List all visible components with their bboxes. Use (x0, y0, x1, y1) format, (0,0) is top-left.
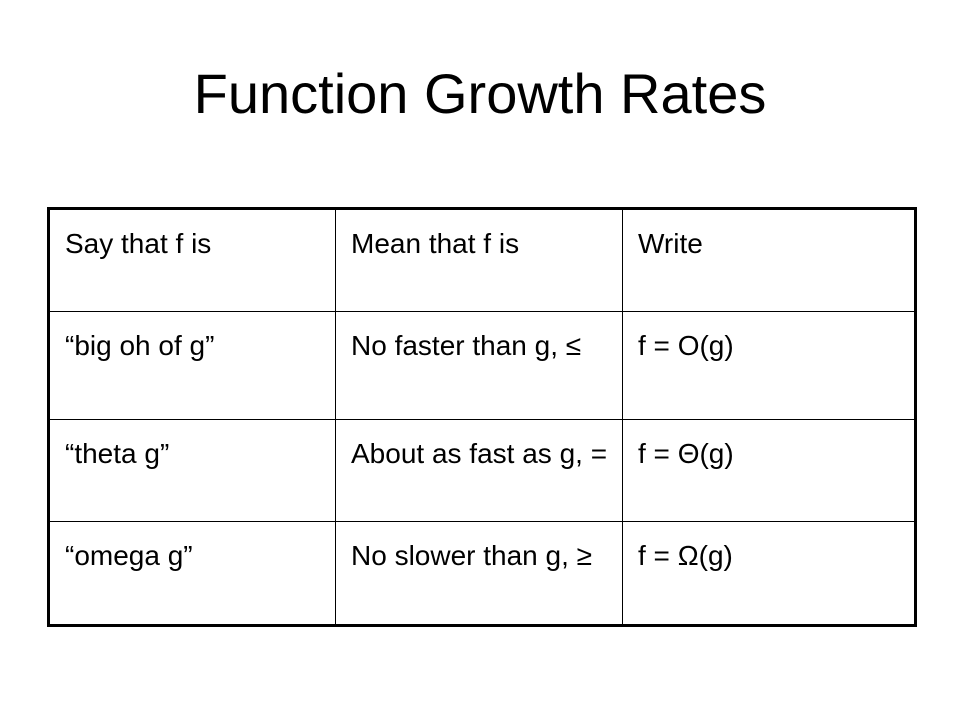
header-cell: Say that f is (48, 208, 336, 312)
slide-title: Function Growth Rates (193, 62, 767, 125)
growth-table: Say that f is Mean that f is Write “big … (47, 207, 917, 627)
cell: “big oh of g” (48, 311, 336, 420)
cell: “theta g” (48, 419, 336, 522)
cell: f = Ω(g) (622, 521, 916, 626)
cell: No slower than g, ≥ (335, 521, 623, 626)
cell: About as fast as g, = (335, 419, 623, 522)
cell: “omega g” (48, 521, 336, 626)
cell: f = O(g) (622, 311, 916, 420)
header-row: Say that f is Mean that f is Write (48, 208, 916, 312)
table-row: “theta g” About as fast as g, = f = Θ(g) (48, 419, 916, 522)
header-cell: Write (622, 208, 916, 312)
table-row: “big oh of g” No faster than g, ≤ f = O(… (48, 311, 916, 420)
cell: f = Θ(g) (622, 419, 916, 522)
cell: No faster than g, ≤ (335, 311, 623, 420)
table-row: “omega g” No slower than g, ≥ f = Ω(g) (48, 521, 916, 626)
header-cell: Mean that f is (335, 208, 623, 312)
